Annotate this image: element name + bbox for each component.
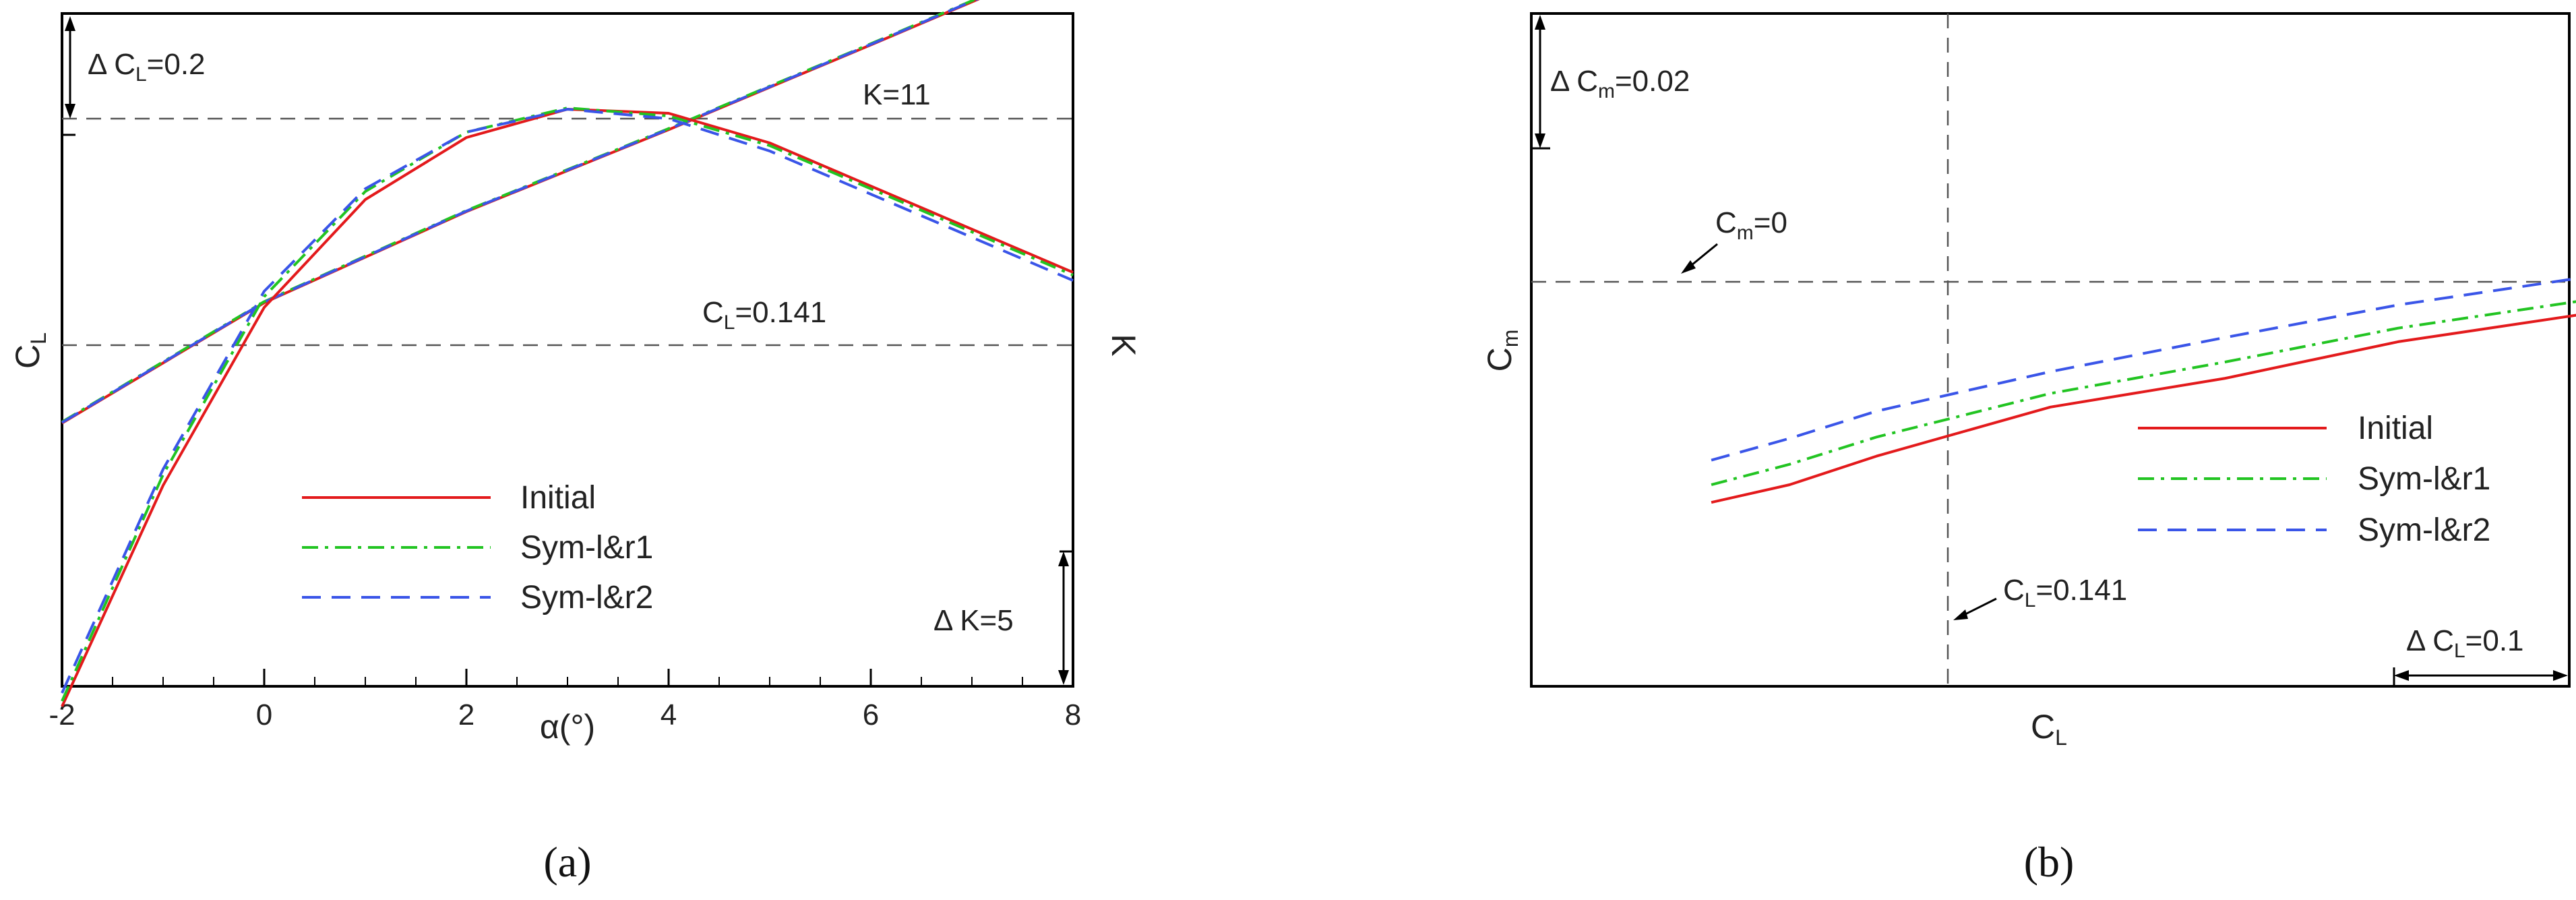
delta-cl-annotation-b: Δ CL=0.1: [2393, 624, 2568, 686]
chart-a-xticks: [61, 669, 1074, 686]
legend-a-label: Sym-l&r1: [520, 530, 653, 566]
xtick-label: 2: [458, 698, 474, 731]
chart-a-sym-l-r2-k-line: [61, 108, 1074, 694]
legend-b-label: Sym-l&r2: [2358, 512, 2490, 548]
chart-a-sym-l-r2-cl-line: [61, 0, 979, 424]
delta-cl-annotation: Δ CL=0.2: [62, 16, 206, 136]
x-axis-label-b: CL: [2031, 708, 2067, 750]
cl-ref-annotation-b: CL=0.141: [1953, 574, 2127, 620]
legend-a: Initial Sym-l&r1 Sym-l&r2: [302, 480, 653, 616]
chart-a: -2 0 2 4 6 8 α(°) CL K Δ CL=0.2 K=11 CL=…: [9, 0, 1142, 886]
legend-b: Initial Sym-l&r1 Sym-l&r2: [2138, 411, 2490, 548]
svg-text:CL=0.141: CL=0.141: [2003, 574, 2127, 611]
chart-a-series: [61, 0, 1074, 707]
chart-b-sym-l-r1-line: [1711, 300, 2576, 486]
cl-reference-label-a: CL=0.141: [702, 296, 826, 334]
legend-b-label: Sym-l&r1: [2358, 461, 2490, 497]
chart-a-initial-k-line: [61, 108, 1074, 707]
xtick-label: 0: [256, 698, 272, 731]
y-axis-label-b: Cm: [1481, 330, 1523, 372]
delta-cm-annotation: Δ Cm=0.02: [1531, 15, 1690, 150]
legend-a-label: Initial: [520, 480, 596, 516]
svg-text:Δ Cm=0.02: Δ Cm=0.02: [1550, 65, 1690, 102]
xtick-label: 8: [1065, 698, 1081, 731]
svg-text:Δ CL=0.2: Δ CL=0.2: [88, 48, 206, 86]
chart-b-sym-l-r2-line: [1711, 277, 2576, 462]
panel-label-a: (a): [543, 838, 591, 886]
y-axis-label-right: K: [1105, 334, 1142, 356]
k-reference-label: K=11: [863, 78, 931, 111]
chart-b: CL Cm Δ Cm=0.02 Cm=0 CL=0.141 Δ C: [1481, 12, 2576, 886]
legend-a-label: Sym-l&r2: [520, 580, 653, 616]
chart-b-frame: [1530, 12, 2571, 688]
xtick-label: 4: [661, 698, 677, 731]
legend-b-label: Initial: [2358, 411, 2433, 446]
delta-k-annotation: Δ K=5: [933, 550, 1073, 685]
chart-b-series: [1711, 277, 2576, 504]
xtick-label: 6: [863, 698, 879, 731]
chart-b-initial-line: [1711, 313, 2576, 504]
svg-text:Δ K=5: Δ K=5: [933, 604, 1014, 637]
svg-text:Δ CL=0.1: Δ CL=0.1: [2406, 624, 2524, 662]
panel-label-b: (b): [2024, 838, 2075, 886]
x-axis-label-a: α(°): [540, 708, 595, 746]
svg-text:Cm=0: Cm=0: [1715, 206, 1787, 244]
y-axis-label-left: CL: [9, 332, 51, 369]
cm-zero-annotation: Cm=0: [1681, 206, 1787, 274]
